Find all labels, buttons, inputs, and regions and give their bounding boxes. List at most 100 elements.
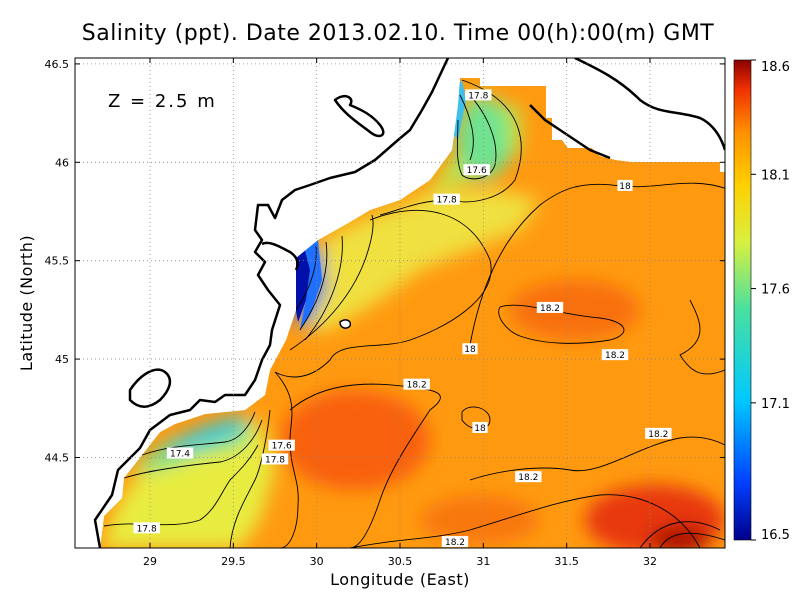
contour-label-bg <box>463 164 490 176</box>
contour-label: 17.4 <box>166 447 194 460</box>
contour-18-east <box>469 182 725 346</box>
contour-18-southwest <box>229 409 271 548</box>
coastline-lagoon <box>333 94 385 138</box>
chart-title: Salinity (ppt). Date 2013.02.10. Time 00… <box>82 21 715 46</box>
contour-label-text: 18.2 <box>648 430 668 440</box>
x-axis-label: Longitude (East) <box>330 570 470 589</box>
y-tick-label: 46.5 <box>45 58 70 71</box>
contour-label-bg <box>617 179 633 191</box>
colorbar-tick-label: 18.6 <box>761 60 790 75</box>
contour-label-bg <box>133 522 160 534</box>
contour-18-2-east <box>469 436 725 481</box>
contour-18-loop <box>461 406 491 430</box>
contour-18-2-south <box>289 383 441 548</box>
contour-label-text: 17.6 <box>272 442 292 452</box>
colorbar-tick-label: 17.1 <box>761 397 790 412</box>
contour-label-bg <box>645 427 672 439</box>
contour-label: 17.6 <box>268 439 295 452</box>
colorbar-tick-label: 18.1 <box>761 168 790 183</box>
high-salinity-south <box>420 495 540 545</box>
colorbar-tick-label: 16.5 <box>761 528 790 543</box>
x-tick-label: 31.5 <box>554 555 579 568</box>
contour-18-north <box>274 209 492 378</box>
y-tick-label: 45.5 <box>45 255 70 268</box>
contour-label-bg <box>441 536 469 548</box>
contour-label-bg <box>601 349 629 361</box>
x-tick-label: 29 <box>143 555 157 568</box>
y-tick-label: 44.5 <box>45 451 70 464</box>
contour-danube-1 <box>299 241 328 331</box>
contour-17-8-north <box>379 79 522 216</box>
x-tick-label: 32 <box>643 555 657 568</box>
contour-17-6-southwest <box>123 419 263 479</box>
contour-17-4-southwest <box>141 411 256 456</box>
contour-label: 18 <box>462 343 478 355</box>
contour-label-bg <box>403 378 430 390</box>
contour-label-text: 18.2 <box>605 351 625 361</box>
contour-label-text: 18.2 <box>445 538 465 548</box>
contour-label: 17.8 <box>133 522 160 534</box>
contour-label-bg <box>261 453 289 465</box>
contour-danube-3 <box>304 235 343 341</box>
contour-label-bg <box>268 439 295 451</box>
contour-label: 17.8 <box>261 453 289 465</box>
plume-north <box>300 190 540 330</box>
coastline-east <box>529 104 611 160</box>
y-tick-label: 45 <box>55 353 69 366</box>
x-tick-label: 31 <box>476 555 490 568</box>
y-axis-label: Latitude (North) <box>17 235 36 371</box>
contour-label: 18.2 <box>515 471 542 483</box>
contour-label-bg <box>515 471 542 483</box>
contour-label-bg <box>472 421 488 433</box>
contour-18-4-southeast <box>639 521 721 548</box>
colorbar-tick-label: 17.6 <box>761 283 790 298</box>
contour-18-south-left <box>274 371 299 548</box>
contour-label-bg <box>536 301 564 313</box>
contour-label: 17.6 <box>463 164 490 176</box>
y-axis: 44.5 45 45.5 46 46.5 <box>45 58 725 464</box>
plume-southwest <box>100 420 275 548</box>
contour-label-text: 17.4 <box>170 450 190 460</box>
high-salinity-south-center <box>280 390 430 490</box>
coastline-dnieper <box>574 58 725 151</box>
islet <box>339 319 352 329</box>
contour-label-text: 17.8 <box>137 524 157 534</box>
contour-label-bg <box>462 343 478 355</box>
depth-annotation: Z = 2.5 m <box>108 91 217 112</box>
contour-label: 18 <box>617 179 633 192</box>
x-tick-label: 30.5 <box>388 555 413 568</box>
coastline-lake-sw <box>128 368 172 408</box>
y-tick-label: 46 <box>55 156 69 169</box>
contour-17-4-north <box>459 94 474 161</box>
contour-danube-4 <box>289 214 374 351</box>
contour-18-2-bottom <box>349 494 701 548</box>
contour-label-text: 18.2 <box>540 304 560 314</box>
x-tick-label: 30 <box>310 555 324 568</box>
contour-label: 18.2 <box>601 349 629 361</box>
high-salinity-center-east <box>510 280 640 340</box>
contour-label: 18.2 <box>441 536 469 548</box>
salinity-blobs <box>100 90 725 548</box>
contour-label-text: 18 <box>464 345 476 355</box>
contour-label-text: 18.2 <box>518 473 538 483</box>
contour-label: 18.2 <box>645 427 672 440</box>
contour-label-bg <box>465 89 492 101</box>
contour-lines <box>103 79 725 548</box>
contour-17-6-north <box>456 89 497 180</box>
contour-danube-2 <box>295 245 317 311</box>
contour-label-text: 17.8 <box>437 196 457 206</box>
contour-label-text: 18.2 <box>407 381 427 391</box>
contour-label: 18 <box>472 421 488 434</box>
land-area <box>75 58 725 548</box>
x-tick-label: 29.5 <box>221 555 246 568</box>
coastline-danube-arm <box>261 241 299 271</box>
contour-labels: 17.8 17.6 17.8 18 18.2 18.2 18 18.2 18 18.2 17.4 17… <box>133 89 672 548</box>
contour-18-east-edge <box>679 299 725 375</box>
x-axis: 29 29.5 30 30.5 31 31.5 32 <box>143 58 657 568</box>
contour-label: 18.2 <box>536 301 564 314</box>
contour-label-text: 18 <box>474 424 486 434</box>
colorbar-ticks: 16.5 17.1 17.6 18.1 18.6 <box>751 59 790 543</box>
colorbar <box>733 59 752 541</box>
